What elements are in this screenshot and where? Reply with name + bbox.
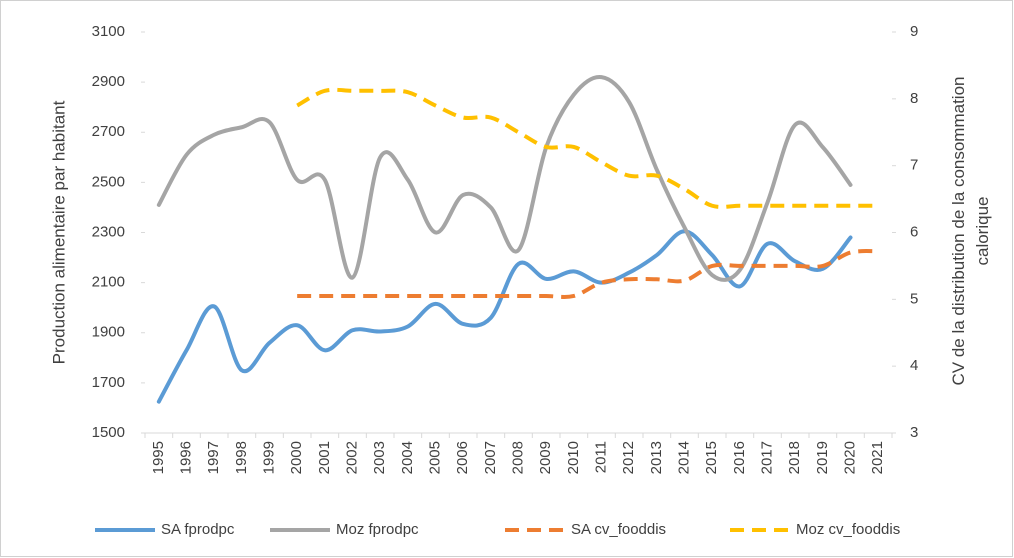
x-tick-label: 2009 (537, 441, 554, 474)
series-line (296, 87, 879, 209)
x-tick-label: 2014 (675, 441, 692, 474)
y2-tick-label: 3 (910, 424, 918, 441)
y-tick-label: 3100 (92, 23, 125, 40)
x-tick-label: 1999 (260, 441, 277, 474)
legend-label: Moz fprodpc (336, 521, 419, 538)
x-tick-label: 2000 (288, 441, 305, 474)
x-tick-label: 2018 (786, 441, 803, 474)
y-tick-label: 2100 (92, 274, 125, 291)
x-tick-label: 2006 (454, 441, 471, 474)
series-line (297, 249, 879, 299)
series-line (156, 75, 853, 282)
y2-tick-label: 5 (910, 290, 918, 307)
x-tick-label: 2019 (814, 441, 831, 474)
y2-tick-label: 8 (910, 90, 918, 107)
x-tick-label: 2004 (399, 441, 416, 474)
x-tick-label: 2012 (620, 441, 637, 474)
y-tick-label: 2300 (92, 223, 125, 240)
x-tick-label: 2017 (758, 441, 775, 474)
y2-axis-title-line: calorique (973, 197, 992, 266)
x-tick-label: 1995 (150, 441, 167, 474)
legend-label: SA cv_fooddis (571, 521, 666, 538)
y2-tick-label: 7 (910, 157, 918, 174)
x-tick-label: 2010 (565, 441, 582, 474)
y-tick-label: 2900 (92, 73, 125, 90)
x-tick-label: 2005 (426, 441, 443, 474)
x-tick-label: 2003 (371, 441, 388, 474)
x-tick-label: 2021 (869, 441, 886, 474)
x-tick-label: 2008 (509, 441, 526, 474)
y2-axis-title-line: CV de la distribution de la consommation (949, 77, 968, 386)
x-tick-label: 2020 (841, 441, 858, 474)
x-tick-label: 2016 (731, 441, 748, 474)
y-axis-title: Production alimentaire par habitant (49, 100, 68, 364)
x-tick-label: 2015 (703, 441, 720, 474)
x-tick-label: 2013 (648, 441, 665, 474)
x-tick-label: 1996 (177, 441, 194, 474)
y-tick-label: 1700 (92, 374, 125, 391)
x-tick-label: 2011 (592, 441, 609, 473)
y-tick-label: 2700 (92, 123, 125, 140)
y2-axis-title: CV de la distribution de la consommation… (949, 77, 992, 386)
legend-label: Moz cv_fooddis (796, 521, 900, 538)
y2-tick-label: 9 (910, 23, 918, 40)
y-tick-label: 1900 (92, 324, 125, 341)
x-tick-label: 1997 (205, 441, 222, 474)
y-tick-label: 1500 (92, 424, 125, 441)
y2-tick-label: 6 (910, 223, 918, 240)
series-line (156, 229, 853, 404)
x-tick-label: 2001 (316, 441, 333, 474)
x-tick-label: 1998 (233, 441, 250, 474)
y-tick-label: 2500 (92, 173, 125, 190)
y2-tick-label: 4 (910, 357, 918, 374)
legend-label: SA fprodpc (161, 521, 235, 538)
x-tick-label: 2007 (482, 441, 499, 474)
x-tick-label: 2002 (343, 441, 360, 474)
